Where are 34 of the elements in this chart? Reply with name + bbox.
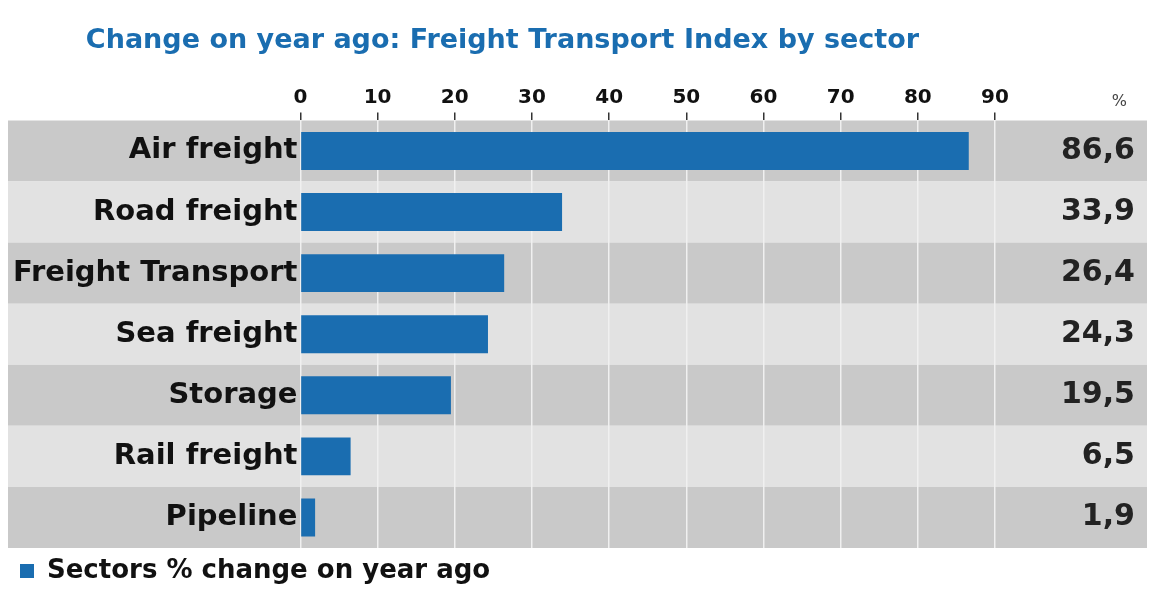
x-tick-label: 0 bbox=[293, 83, 308, 108]
y-tick-label: Freight Transport bbox=[13, 253, 298, 288]
x-tick-label: 60 bbox=[749, 83, 778, 108]
legend-label: Sectors % change on year ago bbox=[47, 553, 491, 584]
x-tick-label: 90 bbox=[981, 83, 1009, 108]
data-label: 6,5 bbox=[1081, 436, 1135, 472]
bar bbox=[301, 193, 563, 231]
x-tick-label: 10 bbox=[363, 83, 392, 108]
data-label: 86,6 bbox=[1060, 130, 1135, 166]
chart-title: Change on year ago: Freight Transport Index by sector bbox=[85, 23, 920, 55]
data-label: 33,9 bbox=[1060, 191, 1135, 227]
y-tick-label: Sea freight bbox=[115, 314, 298, 349]
y-tick-label: Storage bbox=[168, 375, 298, 410]
y-tick-label: Rail freight bbox=[113, 436, 298, 471]
x-tick-label: 80 bbox=[903, 83, 932, 108]
bar bbox=[301, 498, 316, 537]
x-tick-label: 40 bbox=[595, 83, 624, 108]
bar bbox=[301, 132, 969, 170]
y-tick-label: Pipeline bbox=[165, 497, 298, 532]
bar bbox=[301, 376, 451, 415]
bar bbox=[301, 437, 351, 476]
x-tick-label: 50 bbox=[672, 83, 701, 108]
data-label: 24,3 bbox=[1060, 314, 1135, 349]
y-tick-label: Road freight bbox=[92, 192, 298, 227]
data-label: 1,9 bbox=[1081, 497, 1135, 533]
bar bbox=[301, 254, 505, 293]
x-tick-label: 30 bbox=[518, 83, 546, 108]
data-label: 19,5 bbox=[1060, 375, 1135, 411]
x-tick-label: 20 bbox=[440, 83, 469, 108]
bar bbox=[301, 315, 488, 354]
data-label: 26,4 bbox=[1060, 252, 1135, 288]
y-tick-label: Air freight bbox=[128, 131, 298, 166]
x-tick-label: 70 bbox=[826, 83, 855, 108]
text: % bbox=[1111, 90, 1127, 110]
